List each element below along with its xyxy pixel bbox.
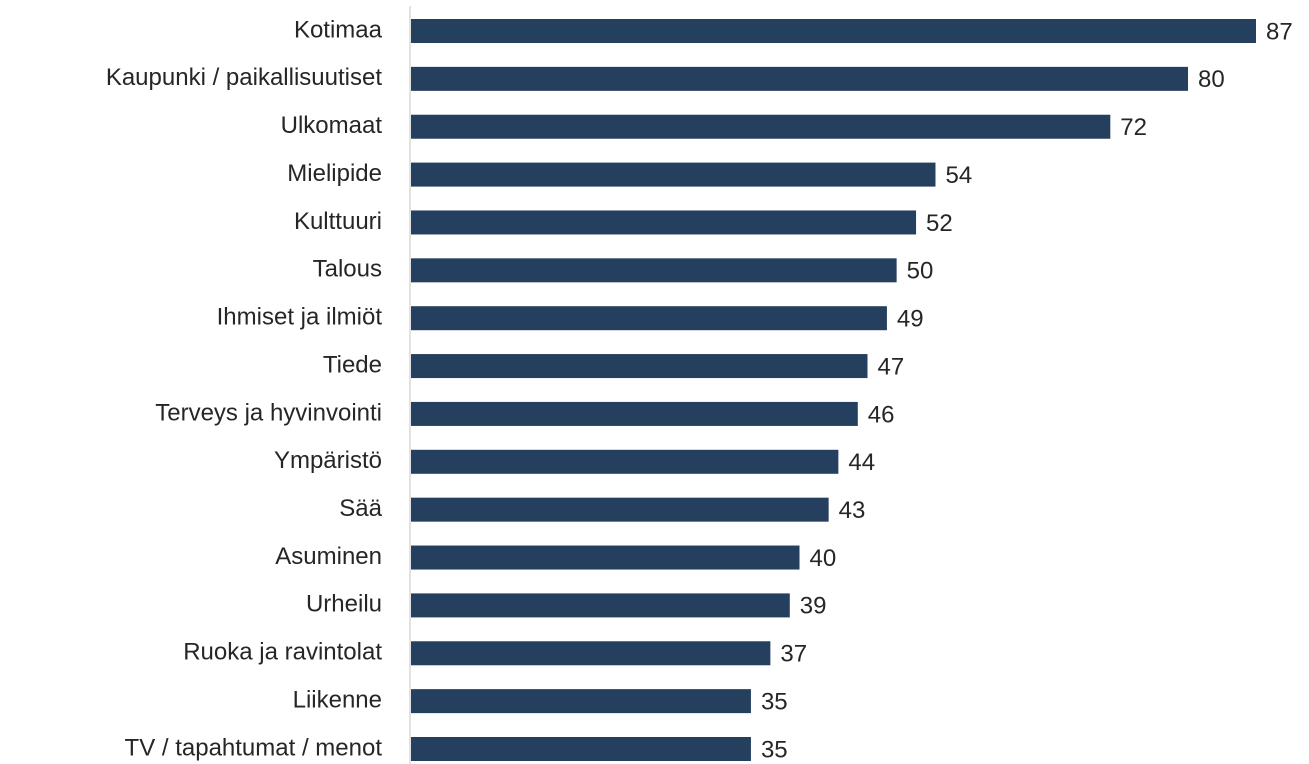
bar (411, 689, 751, 714)
bar (411, 497, 829, 522)
bar (411, 354, 868, 379)
category-label: Terveys ja hyvinvointi (155, 399, 382, 426)
value-label: 87 (1266, 18, 1293, 45)
category-label: Tiede (323, 351, 382, 378)
category-label: Kaupunki / paikallisuutiset (106, 64, 382, 91)
value-label: 40 (810, 545, 837, 572)
value-label: 72 (1120, 114, 1147, 141)
bar (411, 641, 771, 666)
category-label: Mielipide (287, 160, 382, 187)
category-label: Urheilu (306, 591, 382, 618)
bar (411, 593, 790, 618)
value-label: 49 (897, 306, 924, 333)
value-label: 39 (800, 593, 827, 620)
bar (411, 306, 887, 331)
bar (411, 545, 800, 570)
bar (411, 66, 1189, 91)
value-label: 44 (848, 449, 875, 476)
category-label: TV / tapahtumat / menot (125, 734, 383, 761)
category-label: Ruoka ja ravintolat (183, 639, 382, 666)
value-label: 54 (945, 162, 972, 189)
category-label: Asuminen (275, 543, 382, 570)
bar (411, 114, 1111, 139)
value-label: 80 (1198, 66, 1225, 93)
value-label: 43 (839, 497, 866, 524)
category-label: Ulkomaat (281, 112, 383, 139)
value-label: 35 (761, 688, 788, 715)
value-label: 35 (761, 736, 788, 763)
category-label: Kotimaa (294, 16, 383, 43)
bar (411, 162, 936, 187)
category-label: Ympäristö (274, 447, 382, 474)
category-label: Sää (339, 495, 382, 522)
category-label: Talous (313, 256, 382, 283)
value-label: 52 (926, 210, 953, 237)
category-label: Liikenne (293, 686, 382, 713)
category-label: Ihmiset ja ilmiöt (217, 304, 383, 331)
value-label: 46 (868, 401, 895, 428)
value-label: 37 (780, 641, 807, 668)
bar (411, 737, 751, 761)
bar (411, 449, 839, 474)
bar (411, 210, 917, 235)
bar (411, 19, 1256, 43)
bar (411, 401, 858, 426)
bar (411, 258, 897, 283)
category-label: Kulttuuri (294, 208, 382, 235)
value-label: 47 (877, 353, 904, 380)
value-label: 50 (907, 258, 934, 285)
